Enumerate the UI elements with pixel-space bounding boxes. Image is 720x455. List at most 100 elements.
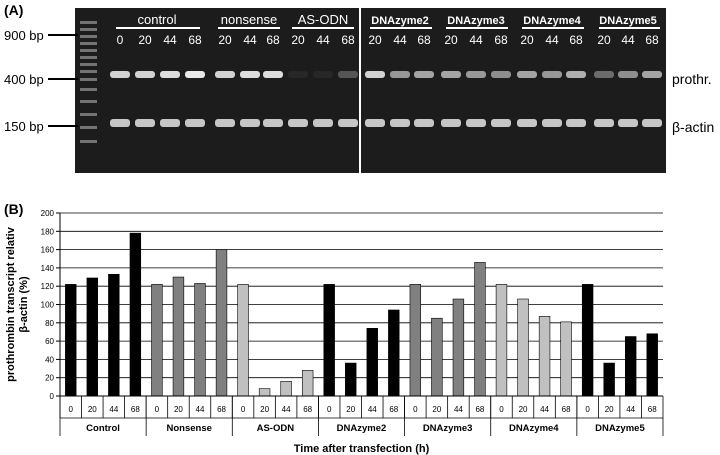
bar bbox=[388, 309, 400, 397]
x-tick-label: 20 bbox=[260, 405, 269, 414]
group-label: AS-ODN bbox=[257, 423, 295, 434]
beta-actin-band bbox=[618, 119, 638, 127]
prothrombin-band bbox=[288, 71, 308, 78]
x-tick-label: 68 bbox=[303, 405, 312, 414]
beta-actin-band bbox=[441, 119, 461, 127]
bar bbox=[431, 317, 443, 397]
lane-label: 44 bbox=[243, 33, 257, 47]
beta-actin-band bbox=[288, 119, 308, 127]
lane-label: 44 bbox=[163, 33, 177, 47]
x-tick-label: 0 bbox=[69, 405, 74, 414]
group-label: AS-ODN bbox=[298, 12, 349, 27]
bar bbox=[366, 327, 378, 397]
prothrombin-band bbox=[135, 71, 155, 78]
prothrombin-band bbox=[466, 71, 486, 78]
bar bbox=[452, 298, 465, 397]
ladder-band bbox=[80, 28, 97, 31]
x-tick-label: 44 bbox=[368, 405, 377, 414]
y-tick-label: 20 bbox=[45, 374, 54, 383]
beta-actin-band bbox=[517, 119, 537, 127]
lane-label: 44 bbox=[316, 33, 330, 47]
bar bbox=[280, 381, 292, 397]
lane-label: 68 bbox=[494, 33, 508, 47]
prothrombin-band bbox=[160, 71, 180, 78]
beta-actin-band bbox=[491, 119, 511, 127]
x-tick-label: 0 bbox=[155, 405, 160, 414]
x-tick-label: 0 bbox=[327, 405, 332, 414]
prothrombin-band bbox=[594, 71, 614, 78]
bar bbox=[65, 284, 77, 397]
group-label: DNAzyme5 bbox=[599, 15, 656, 27]
ladder-band bbox=[80, 42, 97, 45]
y-tick-label: 200 bbox=[41, 209, 55, 218]
bar bbox=[323, 284, 335, 397]
bar bbox=[603, 362, 615, 397]
x-tick-label: 68 bbox=[648, 405, 657, 414]
beta-actin-band bbox=[566, 119, 586, 127]
x-tick-label: 0 bbox=[499, 405, 504, 414]
beta-actin-band bbox=[414, 119, 434, 127]
ladder-band bbox=[80, 126, 97, 129]
prothrombin-band bbox=[390, 71, 410, 78]
prothrombin-band bbox=[110, 71, 130, 78]
y-tick-label: 100 bbox=[41, 301, 55, 310]
prothrombin-band bbox=[642, 71, 662, 78]
group-label: Control bbox=[86, 423, 120, 434]
beta-actin-band bbox=[390, 119, 410, 127]
x-tick-label: 44 bbox=[626, 405, 635, 414]
y-tick-label: 160 bbox=[41, 246, 55, 255]
group-label: nonsense bbox=[221, 12, 277, 27]
bar bbox=[517, 298, 529, 397]
beta-actin-band bbox=[240, 119, 260, 127]
beta-actin-band bbox=[185, 119, 205, 127]
lane-label: 20 bbox=[597, 33, 611, 47]
bar bbox=[538, 316, 551, 397]
panel-a-label: (A) bbox=[4, 2, 24, 18]
lane-label: 0 bbox=[117, 33, 124, 47]
beta-actin-band bbox=[160, 119, 180, 127]
prothrombin-band bbox=[185, 71, 205, 78]
x-tick-label: 68 bbox=[131, 405, 140, 414]
y-axis-title: prothrombin transcript relativβ-actin (%… bbox=[5, 226, 30, 382]
x-tick-label: 20 bbox=[605, 405, 614, 414]
lane-label: 68 bbox=[645, 33, 659, 47]
lane-label: 20 bbox=[291, 33, 305, 47]
lane-label: 20 bbox=[520, 33, 534, 47]
x-tick-label: 44 bbox=[109, 405, 118, 414]
ladder-band bbox=[80, 88, 97, 91]
bar bbox=[345, 362, 357, 397]
prothrombin-band bbox=[365, 71, 385, 78]
bar bbox=[151, 284, 163, 397]
lane-label: 44 bbox=[469, 33, 483, 47]
band-label-beta-actin: β-actin bbox=[672, 119, 714, 135]
size-marker-label: 900 bp bbox=[4, 28, 44, 43]
lane-label: 68 bbox=[188, 33, 202, 47]
x-tick-label: 44 bbox=[540, 405, 549, 414]
x-tick-label: 68 bbox=[389, 405, 398, 414]
y-tick-label: 40 bbox=[45, 355, 54, 364]
group-label: DNAzyme3 bbox=[423, 423, 473, 434]
lane-label: 20 bbox=[218, 33, 232, 47]
beta-actin-band bbox=[594, 119, 614, 127]
bar bbox=[194, 283, 206, 397]
bar bbox=[108, 274, 120, 397]
prothrombin-band bbox=[517, 71, 537, 78]
bar bbox=[301, 370, 314, 397]
beta-actin-band bbox=[542, 119, 562, 127]
bar bbox=[646, 333, 658, 397]
gel-image: 900 bp 400 bp 150 bp 0 20 44 68 20 44 68 20 44 68 20 4… bbox=[4, 8, 714, 173]
prothrombin-band bbox=[263, 71, 283, 78]
x-tick-label: 20 bbox=[346, 405, 355, 414]
lane-label: 44 bbox=[393, 33, 407, 47]
ladder-band bbox=[80, 70, 97, 73]
x-tick-label: 44 bbox=[196, 405, 205, 414]
bar bbox=[625, 336, 637, 397]
group-label: DNAzyme2 bbox=[371, 15, 428, 27]
ladder-band bbox=[80, 100, 97, 103]
x-tick-label: 20 bbox=[432, 405, 441, 414]
prothrombin-band bbox=[542, 71, 562, 78]
x-tick-label: 0 bbox=[585, 405, 590, 414]
bar bbox=[495, 284, 508, 397]
x-tick-label: 68 bbox=[475, 405, 484, 414]
bar bbox=[560, 321, 572, 397]
